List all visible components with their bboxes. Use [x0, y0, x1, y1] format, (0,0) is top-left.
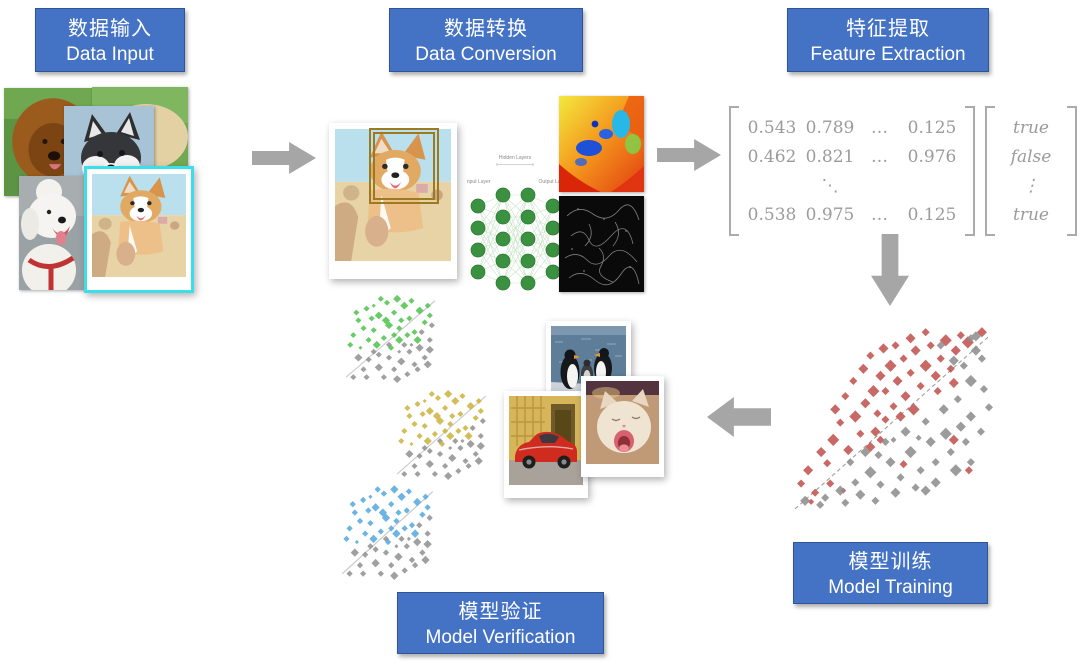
matrix-cell: 0.821 [805, 146, 855, 167]
matrix-cell: ⋱ [821, 175, 839, 196]
data-input-label-zh: 数据输入 [68, 17, 152, 40]
verification-scatter-green [338, 291, 440, 384]
matrix-cell: 0.976 [907, 146, 957, 167]
matrix-cell: 0.125 [907, 204, 957, 225]
vector-cell: true [1013, 117, 1049, 138]
output-vector: true false ⋮ true [995, 106, 1067, 236]
model-verification-label-en: Model Verification [425, 626, 576, 648]
training-scatter-chart [783, 318, 999, 516]
penguins-polaroid [546, 321, 631, 414]
stage-box-feature-extraction: 特征提取 Feature Extraction [787, 8, 989, 72]
detection-bounding-box [369, 128, 439, 204]
model-training-label-en: Model Training [828, 576, 953, 598]
heatmap-image [559, 96, 644, 192]
stage-box-data-input: 数据输入 Data Input [35, 8, 185, 72]
vector-cell: true [1013, 204, 1049, 225]
conversion-corgi-polaroid [329, 123, 457, 279]
matrix-cell: 0.543 [747, 117, 797, 138]
matrix-cell: … [871, 117, 891, 138]
flow-arrow-extraction-to-training [871, 234, 909, 306]
data-conversion-label-en: Data Conversion [415, 43, 557, 65]
data-conversion-label-zh: 数据转换 [444, 17, 528, 40]
vector-cell: false [1010, 146, 1052, 167]
edge-detection-image [559, 196, 644, 292]
matrix-cell: … [871, 204, 891, 225]
cat-polaroid [581, 376, 664, 477]
feature-extraction-label-en: Feature Extraction [810, 43, 966, 65]
matrix-cell: … [871, 146, 891, 167]
matrix-cell: 0.789 [805, 117, 855, 138]
matrix-values: 0.543 0.789 … 0.125 0.462 0.821 … 0.976 … [739, 106, 965, 236]
matrix-cell: 0.975 [805, 204, 855, 225]
matrix-cell: 0.538 [747, 204, 797, 225]
data-input-label-en: Data Input [66, 43, 154, 65]
verification-scatter-blue [334, 481, 438, 581]
svg-text:Hidden Layers: Hidden Layers [499, 155, 532, 161]
verification-scatter-yellow [389, 386, 491, 481]
car-polaroid [504, 391, 588, 498]
stage-box-model-training: 模型训练 Model Training [793, 542, 988, 604]
stage-box-data-conversion: 数据转换 Data Conversion [389, 8, 583, 72]
corgi-input-polaroid [84, 166, 194, 293]
model-verification-label-zh: 模型验证 [458, 600, 543, 623]
vector-right-bracket [1067, 106, 1077, 236]
model-training-label-zh: 模型训练 [848, 550, 933, 573]
matrix-cell: 0.125 [907, 117, 957, 138]
vector-cell: ⋮ [1022, 175, 1040, 196]
cat-photo [586, 381, 659, 464]
car-photo [509, 396, 583, 485]
vector-left-bracket [985, 106, 995, 236]
corgi-input-photo [92, 174, 186, 277]
matrix-right-bracket [965, 106, 975, 236]
stage-box-model-verification: 模型验证 Model Verification [397, 592, 604, 654]
matrix-left-bracket [729, 106, 739, 236]
flow-arrow-training-to-verification [707, 397, 771, 437]
svg-text:Output Layer: Output Layer [539, 179, 563, 185]
matrix-cell: 0.462 [747, 146, 797, 167]
neural-network-figure: Hidden Layers Input Layer Output Layer [467, 147, 563, 295]
feature-matrix: 0.543 0.789 … 0.125 0.462 0.821 … 0.976 … [729, 106, 1077, 236]
feature-extraction-label-zh: 特征提取 [846, 17, 930, 40]
svg-text:Input Layer: Input Layer [467, 179, 491, 185]
flow-arrow-conversion-to-extraction [657, 139, 721, 171]
flow-arrow-input-to-conversion [252, 142, 316, 174]
poodle-photo [19, 176, 86, 290]
